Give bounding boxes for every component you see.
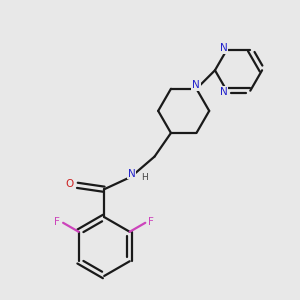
Text: N: N <box>220 87 227 97</box>
Text: F: F <box>148 217 154 227</box>
Text: N: N <box>128 169 136 178</box>
Text: H: H <box>141 173 148 182</box>
Text: O: O <box>65 179 73 189</box>
Text: F: F <box>54 217 59 227</box>
Text: N: N <box>220 43 227 53</box>
Text: N: N <box>192 80 200 90</box>
